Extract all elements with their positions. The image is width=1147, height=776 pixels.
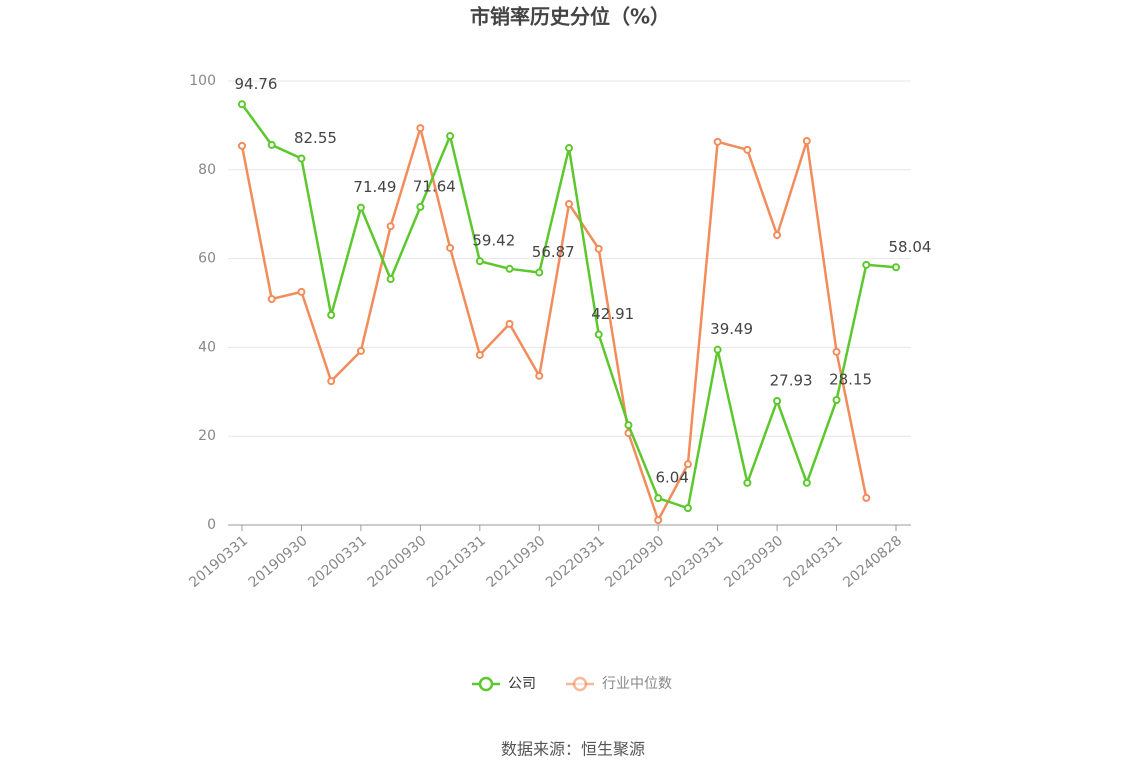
point [356, 346, 365, 355]
value-label: 42.91 [591, 305, 634, 323]
legend-marker [478, 676, 494, 692]
point [535, 371, 544, 380]
value-label: 94.76 [235, 75, 278, 93]
point [416, 202, 425, 211]
point [862, 493, 871, 502]
y-tick-label: 40 [198, 339, 216, 355]
point [594, 244, 603, 253]
point [654, 494, 663, 503]
y-tick-label: 20 [198, 428, 216, 444]
point [862, 260, 871, 269]
x-tick-label: 20240331 [781, 533, 846, 591]
y-tick-label: 100 [189, 73, 216, 89]
point [297, 154, 306, 163]
x-tick-label: 20200930 [365, 533, 430, 591]
point [386, 222, 395, 231]
point [446, 243, 455, 252]
point [505, 319, 514, 328]
point [773, 231, 782, 240]
point [565, 144, 573, 153]
value-label: 39.49 [710, 320, 753, 338]
point [565, 199, 573, 208]
point [743, 145, 752, 154]
point [238, 100, 246, 109]
value-label: 58.04 [889, 238, 932, 256]
value-label: 6.04 [655, 469, 688, 487]
point [743, 478, 752, 487]
point [475, 350, 484, 359]
value-label: 82.55 [294, 129, 337, 147]
point [505, 264, 514, 273]
point [475, 257, 484, 266]
source: 数据来源：恒生聚源 [501, 740, 645, 759]
point [713, 345, 722, 354]
point [297, 287, 306, 296]
point [802, 136, 811, 145]
x-tick-label: 20240828 [840, 533, 905, 591]
series-line [240, 123, 868, 524]
point [267, 140, 276, 149]
point [654, 516, 663, 525]
point [773, 396, 782, 405]
point [713, 137, 722, 146]
y-tick-label: 0 [207, 517, 216, 533]
x-tick-label: 20210331 [424, 533, 489, 591]
point [386, 275, 395, 284]
x-tick-label: 20230331 [662, 533, 727, 591]
value-label: 27.93 [770, 371, 813, 389]
legend-marker [572, 676, 588, 692]
point [238, 141, 246, 150]
value-label: 56.87 [532, 243, 575, 261]
point [327, 310, 336, 319]
x-tick-label: 20220930 [602, 533, 667, 591]
point [892, 263, 900, 272]
x-tick-label: 20220331 [543, 533, 608, 591]
series-line [240, 103, 897, 510]
point [327, 377, 336, 386]
point [624, 421, 633, 430]
point [683, 504, 692, 513]
point [267, 295, 276, 304]
value-label: 71.49 [353, 178, 396, 196]
legend-label: 公司 [508, 676, 536, 692]
point [356, 203, 365, 212]
x-tick-label: 20190331 [186, 533, 251, 591]
point [446, 132, 455, 141]
y-tick-label: 60 [198, 251, 216, 267]
point [683, 460, 692, 469]
x-tick-label: 20200331 [305, 533, 370, 591]
x-tick-label: 20230930 [721, 533, 786, 591]
point [594, 330, 603, 339]
y-tick-label: 80 [198, 162, 216, 178]
value-label: 28.15 [829, 371, 872, 389]
point [535, 268, 544, 277]
x-tick-label: 20190930 [246, 533, 311, 591]
chart-title: 市销率历史分位（%） [470, 5, 670, 29]
point [832, 396, 841, 405]
value-label: 59.42 [472, 232, 515, 250]
value-label: 71.64 [413, 177, 456, 195]
point [802, 478, 811, 487]
point [832, 347, 841, 356]
point [416, 124, 425, 133]
legend-label: 行业中位数 [602, 676, 672, 692]
x-tick-label: 20210930 [484, 533, 549, 591]
